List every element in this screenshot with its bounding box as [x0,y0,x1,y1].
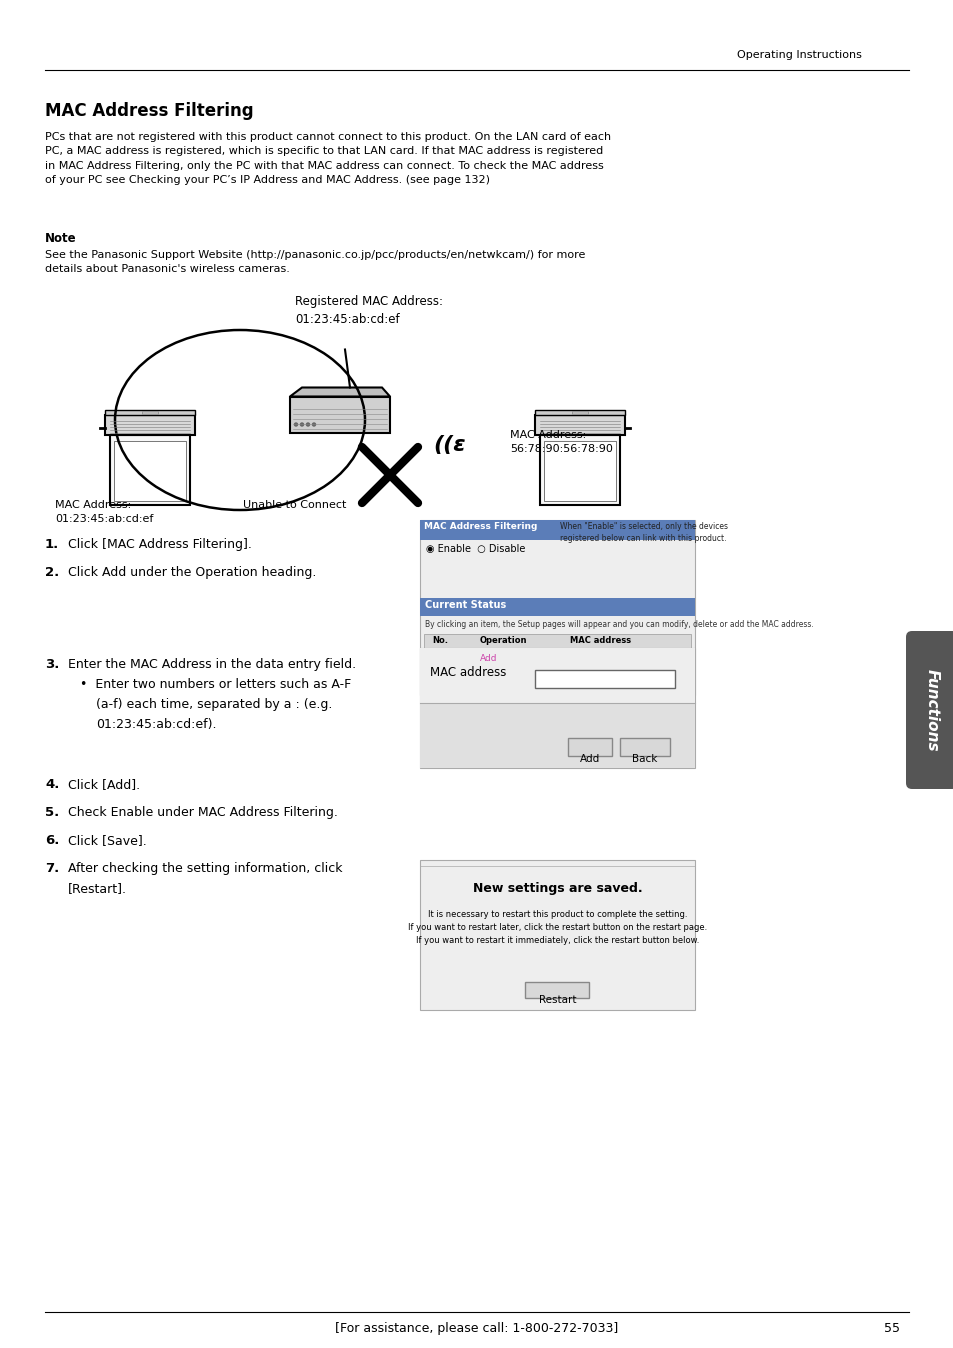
Text: 3.: 3. [45,658,59,671]
Text: MAC address: MAC address [430,666,506,679]
Text: MAC address: MAC address [569,636,631,644]
Text: MAC Address Filtering: MAC Address Filtering [423,522,537,531]
Bar [419,648,695,768]
Text: When "Enable" is selected, only the devices
registered below can link with this : When "Enable" is selected, only the devi… [559,522,727,543]
Text: 2.: 2. [45,566,59,580]
Text: 01:23:45:ab:cd:ef).: 01:23:45:ab:cd:ef). [96,718,216,731]
FancyBboxPatch shape [905,631,953,789]
FancyBboxPatch shape [567,737,612,756]
Bar [535,670,675,687]
Circle shape [300,423,303,426]
Text: 1.: 1. [45,538,59,551]
Text: 55: 55 [883,1322,899,1335]
Text: ◉ Enable  ○ Disable: ◉ Enable ○ Disable [426,545,525,554]
Bar [419,520,695,696]
Circle shape [294,423,297,426]
Text: Add: Add [579,754,599,764]
Text: By clicking an item, the Setup pages will appear and you can modify, delete or a: By clicking an item, the Setup pages wil… [424,620,813,630]
Bar [419,860,695,1010]
Text: Check Enable under MAC Address Filtering.: Check Enable under MAC Address Filtering… [68,806,337,820]
Text: 5.: 5. [45,806,59,820]
Text: [Restart].: [Restart]. [68,882,127,895]
FancyBboxPatch shape [619,737,669,756]
Bar [142,411,158,414]
Text: See the Panasonic Support Website (http://panasonic.co.jp/pcc/products/en/netwkc: See the Panasonic Support Website (http:… [45,249,585,275]
Text: Note: Note [45,232,76,245]
Bar [423,634,690,652]
Circle shape [306,423,309,426]
Bar [419,704,695,768]
Bar [419,520,695,541]
Bar [535,415,624,435]
Text: [For assistance, please call: 1-800-272-7033]: [For assistance, please call: 1-800-272-… [335,1322,618,1335]
Circle shape [313,423,315,426]
Text: Restart: Restart [538,995,576,1006]
Text: Click Add under the Operation heading.: Click Add under the Operation heading. [68,566,316,580]
Text: MAC Address:
01:23:45:ab:cd:ef: MAC Address: 01:23:45:ab:cd:ef [55,500,153,524]
Text: Enter the MAC Address in the data entry field.: Enter the MAC Address in the data entry … [68,658,355,671]
Text: 4.: 4. [45,778,59,791]
Bar [539,435,619,506]
Text: Click [MAC Address Filtering].: Click [MAC Address Filtering]. [68,538,252,551]
Text: 7.: 7. [45,861,59,875]
Text: Operation: Operation [479,636,527,644]
Text: •  Enter two numbers or letters such as A-F: • Enter two numbers or letters such as A… [80,678,351,692]
Bar [105,410,194,415]
Bar [105,415,194,435]
Text: MAC Address:
56:78:90:56:78:90: MAC Address: 56:78:90:56:78:90 [510,430,612,454]
Text: Back: Back [632,754,657,764]
Text: Click [Save].: Click [Save]. [68,834,147,847]
Text: Unable to Connect: Unable to Connect [243,500,346,510]
Text: ((ε: ((ε [434,435,466,456]
Text: New settings are saved.: New settings are saved. [472,882,641,895]
Bar [535,410,624,415]
Bar [110,435,190,506]
Polygon shape [290,387,390,396]
Text: Registered MAC Address:
01:23:45:ab:cd:ef: Registered MAC Address: 01:23:45:ab:cd:e… [294,295,442,326]
Text: MAC Address Filtering: MAC Address Filtering [45,102,253,120]
Bar [543,441,616,501]
Text: Click [Add].: Click [Add]. [68,778,140,791]
Text: PCs that are not registered with this product cannot connect to this product. On: PCs that are not registered with this pr… [45,132,611,185]
Bar [572,411,587,414]
Text: 6.: 6. [45,834,59,847]
Text: It is necessary to restart this product to complete the setting.
If you want to : It is necessary to restart this product … [408,910,706,945]
Text: Functions: Functions [923,669,939,751]
Bar [419,599,695,616]
Bar [419,648,695,704]
Text: Add: Add [479,654,497,663]
Text: Current Status: Current Status [424,600,506,611]
Bar [113,441,186,501]
Text: No.: No. [432,636,448,644]
Text: Operating Instructions: Operating Instructions [737,50,862,61]
Text: (a-f) each time, separated by a : (e.g.: (a-f) each time, separated by a : (e.g. [96,698,332,710]
FancyBboxPatch shape [525,981,589,998]
Polygon shape [290,396,390,433]
Text: After checking the setting information, click: After checking the setting information, … [68,861,342,875]
